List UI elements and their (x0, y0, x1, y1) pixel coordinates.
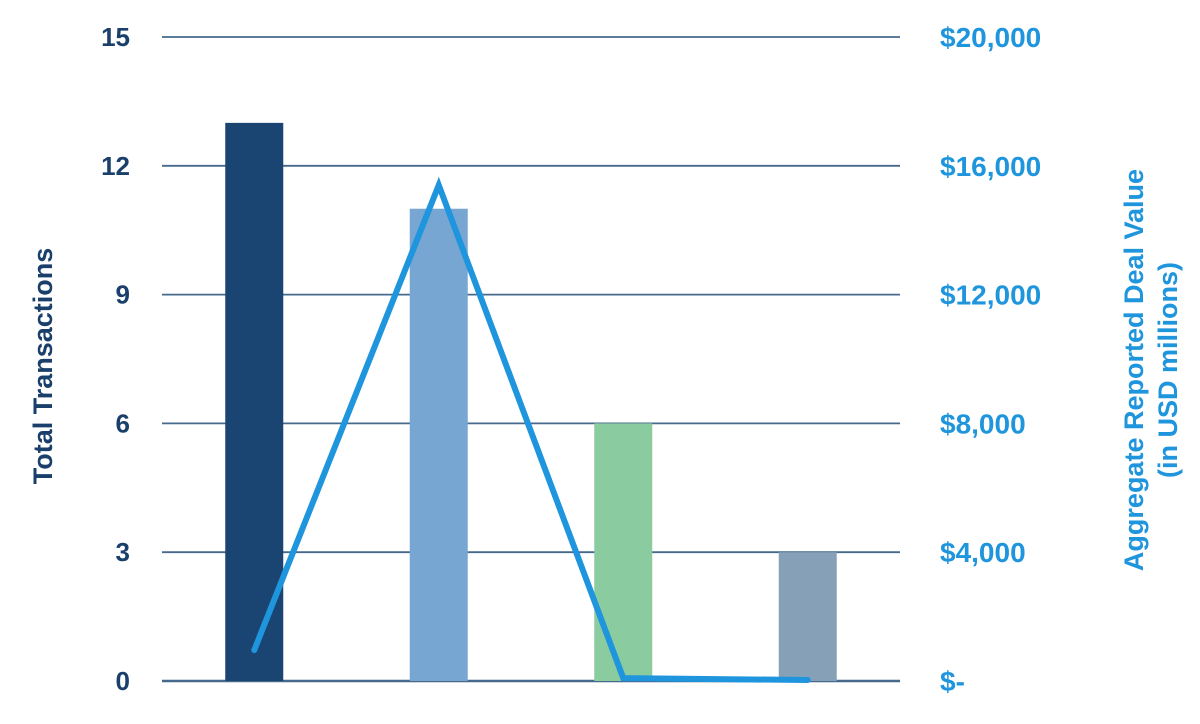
right-tick-label: $16,000 (940, 151, 1041, 182)
right-axis-title-line2: (in USD millions) (1153, 262, 1183, 478)
right-tick-label: $20,000 (940, 22, 1041, 53)
right-axis-title-line1: Aggregate Reported Deal Value (1119, 169, 1149, 571)
right-tick-label: $8,000 (940, 408, 1026, 439)
left-axis-title: Total Transactions (28, 248, 58, 485)
bar (594, 423, 652, 681)
left-tick-label: 15 (101, 22, 130, 52)
right-tick-label: $- (940, 666, 965, 697)
left-tick-label: 3 (116, 537, 130, 567)
left-tick-label: 0 (116, 666, 130, 696)
deal-value-line (254, 185, 808, 680)
left-tick-label: 9 (116, 280, 130, 310)
bar (779, 552, 837, 681)
line-series (254, 185, 808, 680)
right-tick-label: $4,000 (940, 537, 1026, 568)
left-axis-ticks: 0 3 6 9 12 15 (101, 22, 130, 696)
bars (225, 123, 837, 681)
left-tick-label: 12 (101, 151, 130, 181)
left-tick-label: 6 (116, 408, 130, 438)
bar (410, 209, 468, 681)
right-tick-label: $12,000 (940, 280, 1041, 311)
right-axis-ticks: $- $4,000 $8,000 $12,000 $16,000 $20,000 (940, 22, 1041, 697)
